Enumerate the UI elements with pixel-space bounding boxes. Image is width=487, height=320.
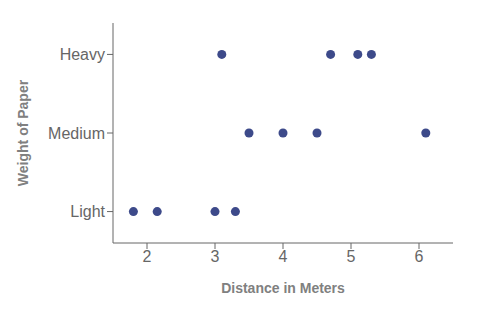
svg-text:4: 4 xyxy=(279,248,288,265)
svg-text:Medium: Medium xyxy=(48,125,105,142)
svg-text:Distance in Meters: Distance in Meters xyxy=(221,280,345,296)
svg-text:Weight of Paper: Weight of Paper xyxy=(15,79,31,186)
svg-text:5: 5 xyxy=(347,248,356,265)
svg-text:3: 3 xyxy=(211,248,220,265)
svg-text:6: 6 xyxy=(415,248,424,265)
svg-text:Heavy: Heavy xyxy=(60,46,105,63)
svg-text:Light: Light xyxy=(70,203,105,220)
svg-text:2: 2 xyxy=(143,248,152,265)
